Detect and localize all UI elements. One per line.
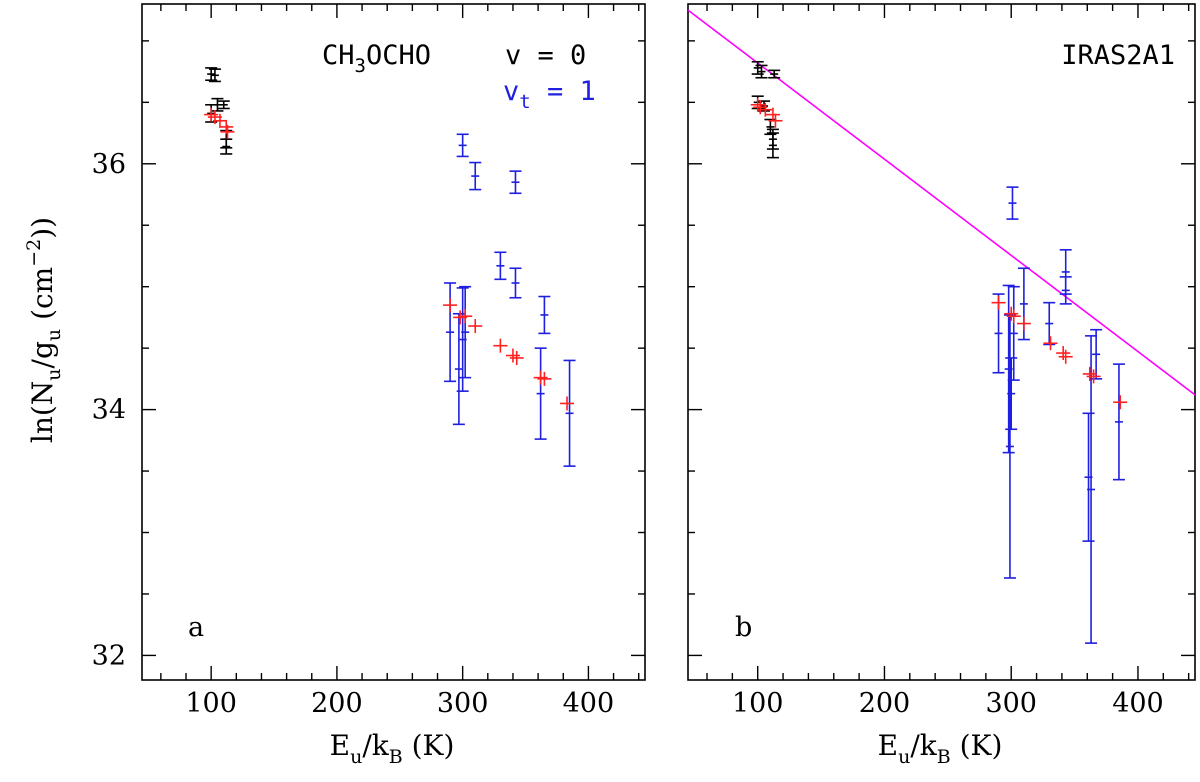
model-point bbox=[443, 298, 458, 313]
data-point-vt1 bbox=[1112, 363, 1125, 481]
data-point-v0 bbox=[208, 68, 221, 83]
data-point-vt1 bbox=[509, 267, 522, 299]
model-point bbox=[1086, 369, 1101, 384]
panel-a: 100 200 300 400 32 34 36 bbox=[92, 3, 646, 719]
plot-frame bbox=[141, 3, 646, 681]
model-point bbox=[220, 124, 235, 139]
y-tick-label: 34 bbox=[92, 395, 126, 426]
data-point-v0 bbox=[755, 64, 768, 79]
model-point bbox=[1043, 336, 1058, 351]
model-point bbox=[750, 97, 765, 112]
data-point-vt1 bbox=[456, 133, 469, 158]
legend-vt1: vt = 1 bbox=[503, 76, 596, 113]
data-point-vt1 bbox=[1090, 328, 1103, 380]
model-point bbox=[768, 113, 783, 128]
data-point-v0 bbox=[217, 100, 230, 110]
model-point bbox=[204, 107, 219, 122]
data-point-vt1 bbox=[1005, 357, 1018, 431]
data-point-v0 bbox=[220, 138, 233, 155]
model-point bbox=[1058, 349, 1073, 364]
model-point bbox=[758, 102, 773, 117]
data-point-vt1 bbox=[494, 251, 507, 281]
data-point-vt1 bbox=[1007, 285, 1020, 381]
model-point bbox=[533, 370, 548, 385]
panel-letter-b: b bbox=[735, 612, 752, 643]
model-point bbox=[560, 396, 575, 411]
data-point-vt1 bbox=[459, 285, 472, 379]
legend-v0: v = 0 bbox=[505, 40, 586, 71]
data-point-v0 bbox=[766, 132, 779, 159]
data-point-vt1 bbox=[538, 295, 551, 335]
data-point-vt1 bbox=[534, 347, 547, 440]
data-point-vt1 bbox=[444, 282, 457, 383]
panel-b: 100 200 300 400 bbox=[687, 3, 1196, 719]
data-point-vt1 bbox=[1082, 412, 1095, 542]
model-point bbox=[458, 309, 473, 324]
model-point bbox=[212, 113, 227, 128]
legend-molecule: CH3OCHO bbox=[322, 40, 431, 77]
y-axis-label: ln(Nu/gu (cm−2)) bbox=[23, 217, 65, 443]
data-point-v0 bbox=[764, 118, 777, 136]
x-tick-label: 400 bbox=[563, 688, 615, 719]
model-point bbox=[1056, 346, 1071, 361]
model-point bbox=[991, 295, 1006, 310]
model-point bbox=[1082, 366, 1097, 381]
model-point bbox=[505, 348, 520, 363]
model-point bbox=[493, 338, 508, 353]
data-point-vt1 bbox=[563, 359, 576, 467]
x-tick-label: 200 bbox=[311, 688, 363, 719]
data-point-vt1 bbox=[1043, 301, 1056, 346]
data-point-vt1 bbox=[509, 170, 522, 195]
data-point-vt1 bbox=[1006, 186, 1019, 220]
model-point bbox=[1113, 395, 1128, 410]
data-point-vt1 bbox=[1059, 276, 1072, 305]
model-point bbox=[1004, 306, 1019, 321]
plot-frame bbox=[687, 3, 1196, 681]
x-tick-label: 100 bbox=[732, 688, 784, 719]
x-tick-label: 100 bbox=[185, 688, 237, 719]
y-tick-label: 36 bbox=[92, 149, 126, 180]
model-point bbox=[537, 371, 552, 386]
model-point bbox=[509, 350, 524, 365]
model-point bbox=[1016, 316, 1031, 331]
model-point bbox=[1006, 309, 1021, 324]
x-tick-label: 300 bbox=[437, 688, 489, 719]
x-axis-label-a: Eu/kB (K) bbox=[330, 729, 455, 768]
data-point-vt1 bbox=[1085, 335, 1098, 644]
x-tick-label: 400 bbox=[1112, 688, 1164, 719]
panel-letter-a: a bbox=[188, 612, 204, 643]
data-point-v0 bbox=[768, 69, 781, 79]
model-point bbox=[468, 319, 483, 334]
source-label: IRAS2A1 bbox=[1061, 40, 1175, 71]
model-point bbox=[765, 107, 780, 122]
data-point-vt1 bbox=[469, 161, 482, 191]
x-tick-label: 300 bbox=[985, 688, 1037, 719]
y-tick-label: 32 bbox=[92, 640, 126, 671]
x-tick-label: 200 bbox=[859, 688, 911, 719]
x-axis-label-b: Eu/kB (K) bbox=[878, 729, 1003, 768]
data-point-vt1 bbox=[456, 287, 469, 392]
data-point-vt1 bbox=[1002, 284, 1015, 454]
